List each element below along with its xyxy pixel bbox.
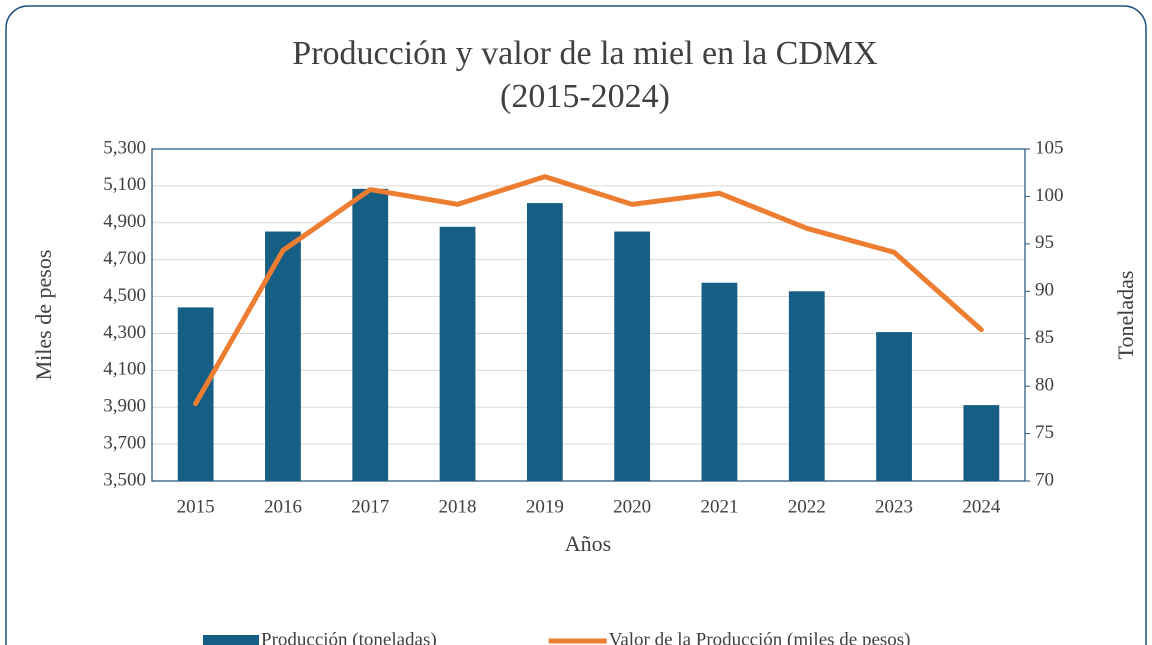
bar (701, 282, 738, 481)
x-tick-label: 2018 (439, 496, 477, 517)
chart-title: Producción y valor de la miel en la CDMX (292, 35, 877, 72)
y-tick-label: 4,300 (103, 322, 146, 343)
x-tick-label: 2019 (526, 496, 564, 517)
bar (439, 226, 476, 481)
line (193, 174, 984, 407)
y-tick-label: 3,700 (103, 432, 146, 453)
y2-tick-label: 95 (1035, 232, 1054, 253)
y2-tick-label: 70 (1035, 469, 1054, 490)
bar (352, 188, 389, 481)
x-tick-label: 2022 (788, 496, 826, 517)
x-tick-label: 2017 (351, 496, 389, 517)
y-tick-label: 5,300 (103, 137, 146, 158)
x-tick-label: 2023 (875, 496, 913, 517)
x-tick-label: 2020 (613, 496, 651, 517)
y-tick-label: 4,900 (103, 211, 146, 232)
y2-tick-label: 100 (1035, 185, 1064, 206)
y2-tick-label: 75 (1035, 422, 1054, 443)
bar (876, 332, 912, 481)
legend-swatch (203, 635, 259, 645)
y2-axis-title: Toneladas (1113, 271, 1138, 360)
legend-label: Valor de la Producción (miles de pesos) (609, 629, 911, 645)
chart-subtitle: (2015-2024) (500, 78, 670, 115)
x-axis-title: Años (565, 531, 611, 556)
y-axis-title: Miles de pesos (31, 250, 56, 381)
x-tick-label: 2015 (177, 496, 215, 517)
plot-frame (151, 148, 1026, 482)
x-tick-label: 2024 (962, 496, 1001, 517)
y2-tick-label: 80 (1035, 375, 1054, 396)
y-tick-label: 4,500 (103, 285, 146, 306)
y-tick-label: 3,500 (103, 469, 146, 490)
y2-tick-label: 90 (1035, 280, 1054, 301)
legend-label: Producción (toneladas) (261, 629, 437, 645)
bar (963, 405, 1000, 481)
y2-tick-label: 105 (1035, 137, 1064, 158)
bar (526, 203, 563, 481)
chart-frame (5, 5, 1147, 645)
x-tick-label: 2021 (700, 496, 738, 517)
y-tick-label: 3,900 (103, 396, 146, 417)
x-tick-label: 2016 (264, 496, 302, 517)
y-tick-label: 5,100 (103, 174, 146, 195)
bar (788, 291, 825, 481)
bar (614, 231, 651, 481)
y-tick-label: 4,700 (103, 248, 146, 269)
y-tick-label: 4,100 (103, 359, 146, 380)
bar (177, 307, 214, 481)
y2-tick-label: 85 (1035, 327, 1054, 348)
